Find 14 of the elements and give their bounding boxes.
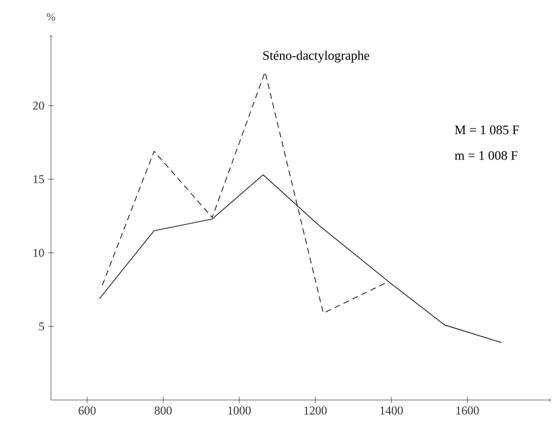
y-tick-label: 15 (34, 175, 44, 184)
text: Sténo-dactylographe (263, 50, 370, 63)
x-tick-label: 800 (154, 406, 172, 415)
x-tick-label: 1200 (304, 406, 327, 415)
y-axis-title: % (46, 13, 56, 21)
x-tick-label: 600 (78, 406, 96, 415)
x-tick-label: 1000 (228, 406, 251, 415)
y-tick-label: 10 (34, 248, 44, 257)
y-tick-label: 20 (33, 102, 44, 110)
x-tick-label: 1600 (456, 406, 479, 415)
x-tick-label: 1400 (380, 406, 403, 415)
annotation: m = 1 008 F (454, 151, 518, 160)
y-tick-label: 5 (39, 322, 44, 330)
annotation: M = 1 085 F (454, 126, 519, 134)
